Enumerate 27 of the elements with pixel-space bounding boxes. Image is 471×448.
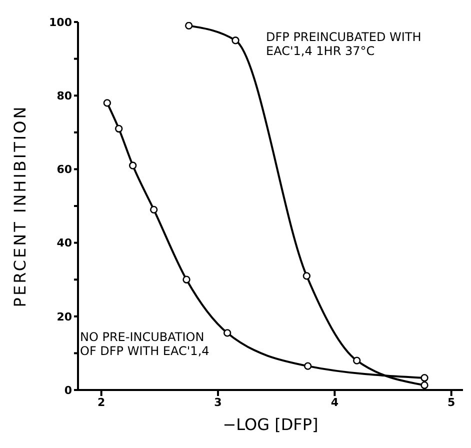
x-tick-label: 5: [448, 396, 456, 409]
point: [302, 272, 311, 280]
y-axis-title: PERCENT INHIBITION: [10, 104, 30, 308]
point: [420, 381, 428, 390]
point: [182, 276, 190, 284]
y-tick-label: 0: [64, 384, 72, 397]
series-label: DFP PREINCUBATED WITH EAC'1,4 1HR 37°C: [266, 30, 422, 58]
y-tick-label: 40: [56, 236, 72, 250]
point: [150, 206, 158, 214]
point: [223, 329, 232, 337]
point: [103, 99, 112, 107]
point: [184, 22, 193, 30]
y-tick-label: 60: [56, 163, 72, 176]
point: [232, 36, 240, 44]
point: [352, 356, 361, 364]
point: [114, 124, 123, 133]
point: [304, 362, 312, 370]
x-axis-title: −LOG [DFP]: [222, 415, 318, 434]
point: [128, 162, 137, 170]
x-tick-label: 4: [330, 396, 339, 409]
y-tick-label: 20: [56, 310, 72, 324]
y-tick-label: 80: [56, 90, 72, 103]
point: [420, 374, 428, 382]
series-label: NO PRE-INCUBATION OF DFP WITH EAC'1,4: [80, 330, 210, 358]
x-tick-label: 3: [214, 396, 222, 409]
x-tick-label: 2: [98, 396, 106, 409]
y-tick-label: 100: [49, 16, 72, 29]
